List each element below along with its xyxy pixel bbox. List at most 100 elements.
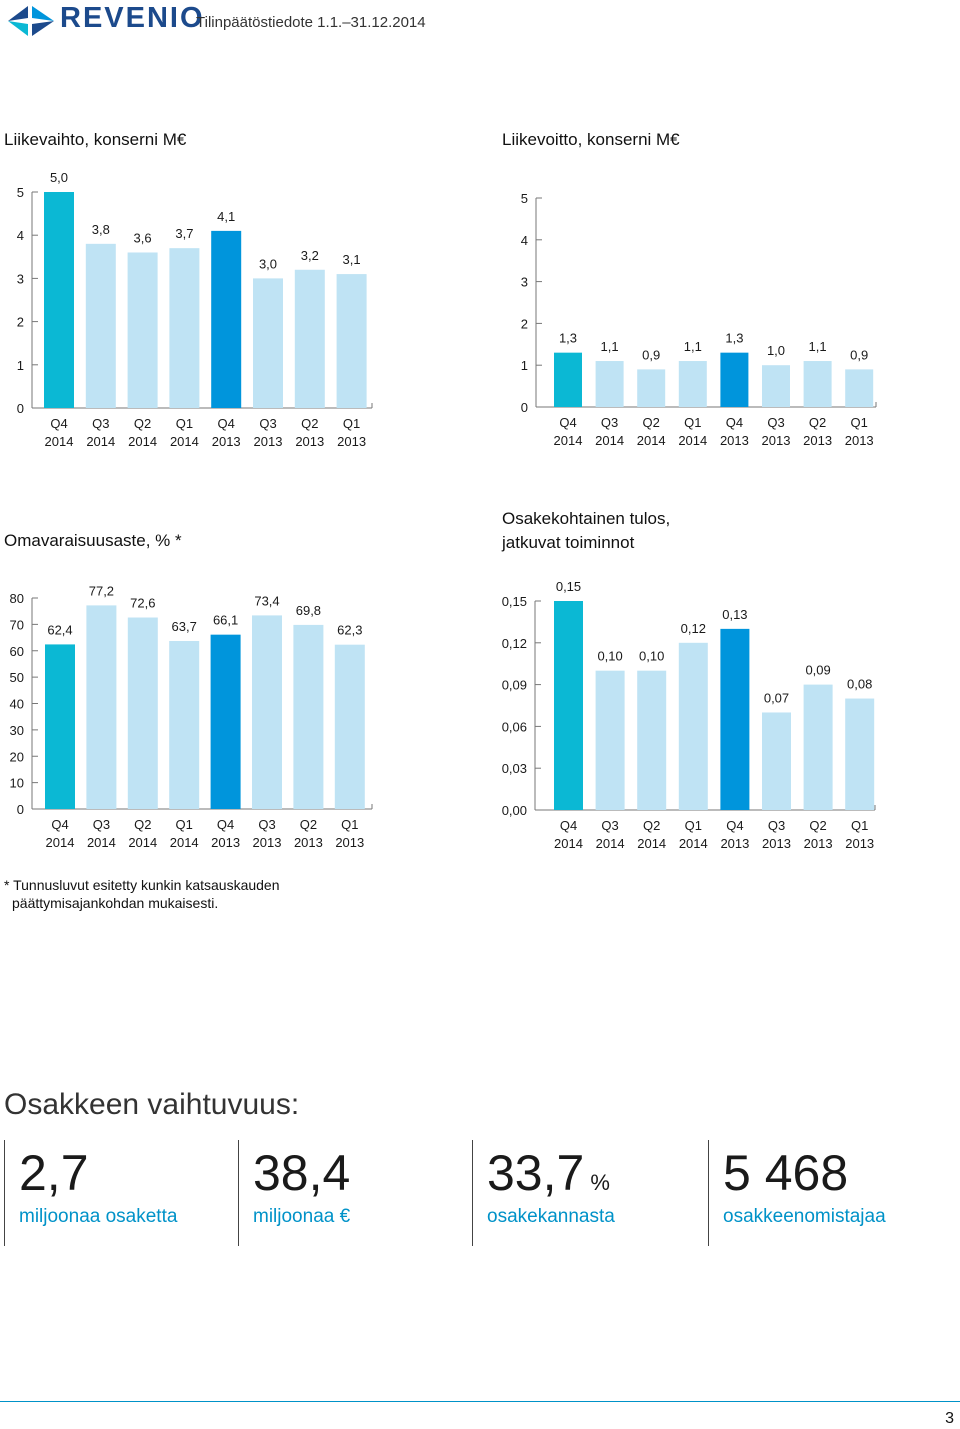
x-tick-label-year: 2014 <box>637 836 666 851</box>
data-label: 0,09 <box>805 663 830 678</box>
x-tick-label-year: 2013 <box>762 433 791 448</box>
x-tick-label-quarter: Q4 <box>559 415 576 430</box>
x-tick-label-quarter: Q4 <box>560 818 577 833</box>
x-tick-label-quarter: Q1 <box>684 415 701 430</box>
data-label: 73,4 <box>254 593 279 608</box>
chart-title: Osakekohtainen tulos, <box>502 509 671 528</box>
bar <box>678 642 708 810</box>
y-tick-label: 30 <box>10 723 24 738</box>
kpi-value: 33,7% <box>487 1145 610 1201</box>
x-tick-label-year: 2013 <box>295 434 324 449</box>
x-tick-label-year: 2013 <box>720 836 749 851</box>
bar <box>85 243 116 408</box>
footnote-line-1: * Tunnusluvut esitetty kunkin katsauskau… <box>4 877 280 893</box>
data-label: 0,12 <box>681 621 706 636</box>
data-label: 3,2 <box>301 248 319 263</box>
data-label: 69,8 <box>296 603 321 618</box>
chart-equity-ratio-plot: 0 10 20 30 40 50 60 70 80 62,4 Q4 2014 77,2 Q3 2014 72,… <box>10 583 373 850</box>
y-tick-label: 0,06 <box>502 719 527 734</box>
x-tick-label-year: 2014 <box>170 434 199 449</box>
x-tick-label-quarter: Q3 <box>601 415 618 430</box>
bar <box>211 230 242 408</box>
x-tick-label-quarter: Q1 <box>851 818 868 833</box>
x-tick-label-quarter: Q1 <box>341 817 358 832</box>
data-label: 0,15 <box>556 579 581 594</box>
x-tick-label-quarter: Q4 <box>217 817 234 832</box>
x-tick-label-year: 2014 <box>128 434 157 449</box>
bar <box>595 361 624 407</box>
bar <box>127 252 158 408</box>
x-tick-label-quarter: Q4 <box>50 416 67 431</box>
x-tick-label-quarter: Q4 <box>726 415 743 430</box>
x-tick-label-quarter: Q1 <box>685 818 702 833</box>
x-tick-label-year: 2013 <box>845 836 874 851</box>
x-tick-label-year: 2014 <box>595 433 624 448</box>
y-tick-label: 0,09 <box>502 678 527 693</box>
kpi-unit: osakekannasta <box>487 1206 615 1227</box>
data-label: 77,2 <box>89 583 114 598</box>
kpi-shareholders: 5 468 osakkeenomistajaa <box>708 1140 949 1246</box>
y-tick-label: 0,03 <box>502 761 527 776</box>
chart-operating-profit: Liikevoitto, konserni M€ 0 1 2 3 4 5 1,3 Q4 2014… <box>480 120 960 460</box>
x-tick-label-year: 2013 <box>720 433 749 448</box>
x-tick-label-year: 2014 <box>679 836 708 851</box>
data-label: 62,4 <box>47 622 72 637</box>
x-tick-label-quarter: Q1 <box>851 415 868 430</box>
chart-title: Liikevoitto, konserni M€ <box>502 130 680 149</box>
x-tick-label-year: 2014 <box>87 835 116 850</box>
y-tick-label: 3 <box>521 275 528 290</box>
y-tick-label: 0,00 <box>502 803 527 818</box>
data-label: 72,6 <box>130 596 155 611</box>
x-tick-label-year: 2014 <box>678 433 707 448</box>
bar <box>762 712 791 810</box>
x-tick-label-year: 2013 <box>212 434 241 449</box>
x-tick-label-quarter: Q3 <box>93 817 110 832</box>
bar <box>637 670 667 810</box>
y-tick-label: 1 <box>17 358 24 373</box>
x-tick-label-year: 2014 <box>170 835 199 850</box>
revenio-logo-icon <box>8 6 54 36</box>
data-label: 3,7 <box>175 226 193 241</box>
data-label: 1,3 <box>559 331 577 346</box>
data-label: 3,8 <box>92 222 110 237</box>
chart-equity-ratio: Omavaraisuusaste, % * 0 10 20 30 40 50 60 70 80 6… <box>0 505 480 855</box>
x-tick-label-year: 2013 <box>762 836 791 851</box>
data-label: 4,1 <box>217 209 235 224</box>
chart-title: Liikevaihto, konserni M€ <box>4 130 187 149</box>
x-tick-label-year: 2013 <box>294 835 323 850</box>
y-tick-label: 1 <box>521 358 528 373</box>
y-tick-label: 0 <box>17 802 24 817</box>
x-tick-label-year: 2014 <box>46 835 75 850</box>
x-tick-label-year: 2013 <box>211 835 240 850</box>
x-tick-label-year: 2013 <box>254 434 283 449</box>
chart-revenue-plot: 0 1 2 3 4 5 5,0 Q4 2014 3,8 Q3 2014 3,6 Q2 2014 3,7 Q1 20… <box>17 170 373 449</box>
x-tick-label-quarter: Q4 <box>218 416 235 431</box>
y-tick-label: 5 <box>17 185 24 200</box>
x-tick-label-quarter: Q2 <box>301 416 318 431</box>
x-tick-label-quarter: Q3 <box>767 415 784 430</box>
y-tick-label: 50 <box>10 670 24 685</box>
x-tick-label-year: 2013 <box>337 434 366 449</box>
y-tick-label: 10 <box>10 776 24 791</box>
chart-eps-plot: 0,00 0,03 0,06 0,09 0,12 0,15 0,15 Q4 2014 0,10 Q3… <box>502 579 876 851</box>
bar <box>845 369 874 407</box>
y-tick-label: 0 <box>521 400 528 415</box>
bar <box>637 369 666 407</box>
x-tick-label-year: 2014 <box>637 433 666 448</box>
bar <box>294 269 325 408</box>
bar <box>210 634 241 809</box>
bar <box>803 361 832 407</box>
x-tick-label-quarter: Q3 <box>259 416 276 431</box>
data-label: 1,1 <box>684 339 702 354</box>
kpi-share-capital: 33,7% osakekannasta <box>472 1140 703 1246</box>
y-tick-label: 4 <box>17 228 24 243</box>
bar <box>595 670 625 810</box>
x-tick-label-year: 2013 <box>804 836 833 851</box>
chart-title-line2: jatkuvat toiminnot <box>502 533 635 552</box>
bar <box>334 644 365 809</box>
y-tick-label: 0,12 <box>502 636 527 651</box>
y-tick-label: 0,15 <box>502 594 527 609</box>
data-label: 0,9 <box>850 347 868 362</box>
bar <box>845 698 875 810</box>
x-tick-label-quarter: Q2 <box>809 818 826 833</box>
